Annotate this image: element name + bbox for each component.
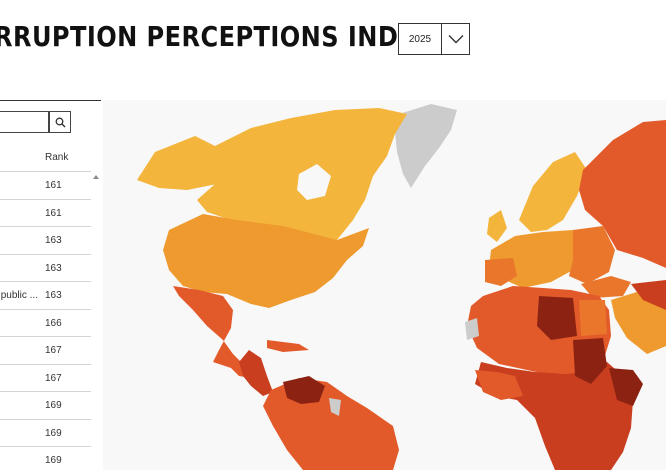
- table-row[interactable]: 169: [0, 391, 91, 419]
- map-region-western-sahara[interactable]: [465, 318, 479, 340]
- table-row[interactable]: 169: [0, 418, 91, 447]
- page-title: RRUPTION PERCEPTIONS INDEX: [0, 20, 435, 53]
- table-row[interactable]: 163: [0, 226, 91, 254]
- map-region-west-africa[interactable]: [475, 370, 523, 400]
- map-region-uk[interactable]: [487, 210, 507, 242]
- table-row[interactable]: 167: [0, 363, 91, 392]
- map-region-iberia[interactable]: [485, 258, 517, 286]
- table-row[interactable]: 166: [0, 308, 91, 337]
- country-rank: 161: [45, 207, 62, 219]
- map-region-russia[interactable]: [579, 120, 666, 268]
- map-region-turkey[interactable]: [581, 276, 631, 298]
- country-rank: 166: [45, 317, 62, 329]
- search-button[interactable]: [49, 111, 71, 133]
- map-region-venezuela[interactable]: [283, 376, 325, 404]
- country-name: public ...: [0, 290, 38, 301]
- map-region-sudan[interactable]: [573, 338, 607, 384]
- table-row[interactable]: 163: [0, 253, 91, 282]
- country-rank: 163: [45, 235, 62, 246]
- map-region-alaska[interactable]: [137, 136, 217, 190]
- map-region-horn-of-africa[interactable]: [609, 368, 643, 406]
- map-region-iran[interactable]: [631, 280, 666, 310]
- map-region-egypt[interactable]: [579, 300, 607, 336]
- world-map-svg: [137, 104, 666, 470]
- map-region-greenland[interactable]: [395, 104, 457, 188]
- map-region-mexico[interactable]: [173, 286, 251, 378]
- search-input[interactable]: [0, 111, 49, 133]
- map-region-libya[interactable]: [537, 296, 577, 340]
- country-rank: 161: [45, 180, 62, 191]
- country-rank: 167: [45, 372, 62, 384]
- map-region-central-america[interactable]: [239, 350, 273, 396]
- country-rank: 169: [45, 400, 62, 411]
- table-row[interactable]: 169: [0, 446, 91, 474]
- map-region-scandinavia[interactable]: [519, 152, 587, 232]
- panel-divider: [0, 100, 101, 101]
- map-region-south-america[interactable]: [263, 378, 399, 470]
- map-region-guianas[interactable]: [329, 398, 341, 416]
- table-row[interactable]: public ... 163: [0, 281, 91, 309]
- country-rank: 167: [45, 345, 62, 356]
- year-select[interactable]: 2025: [398, 23, 470, 55]
- table-row[interactable]: 161: [0, 198, 91, 227]
- map-region-hudson-bay: [297, 164, 331, 200]
- search-icon: [55, 117, 65, 127]
- country-rank: 163: [45, 262, 62, 274]
- table-row[interactable]: 161: [0, 171, 91, 199]
- country-rank: 169: [45, 455, 62, 466]
- country-rank: 169: [45, 427, 62, 439]
- table-row[interactable]: 167: [0, 336, 91, 364]
- year-select-value: 2025: [408, 33, 432, 45]
- country-rank: 163: [45, 290, 62, 301]
- sort-ascending-icon[interactable]: [93, 175, 99, 179]
- map-region-middle-east[interactable]: [611, 290, 666, 354]
- map-region-usa[interactable]: [163, 214, 369, 308]
- world-map[interactable]: [103, 100, 666, 470]
- map-region-cuba[interactable]: [267, 340, 309, 352]
- map-region-eastern-europe[interactable]: [569, 226, 615, 284]
- rank-column-header[interactable]: Rank: [45, 152, 69, 163]
- country-list: 161 161 163 163 public ... 163 166 167 167 169 169…: [0, 171, 91, 474]
- chevron-down-icon[interactable]: [441, 24, 469, 54]
